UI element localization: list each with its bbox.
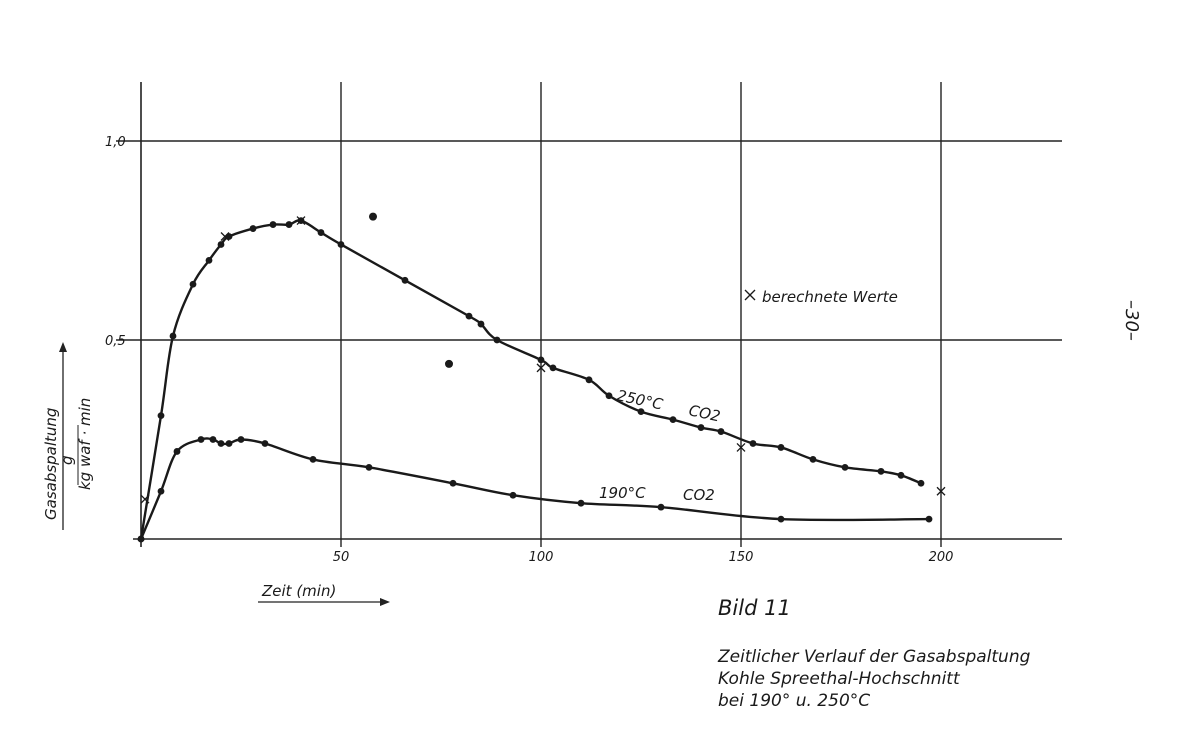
data-point [777, 444, 785, 451]
data-point-x [220, 232, 230, 241]
data-point [205, 257, 213, 264]
legend-text: berechnete Werte [762, 288, 898, 306]
data-point [309, 456, 317, 463]
data-point [249, 225, 257, 232]
data-point [269, 221, 277, 228]
series-gas-190: CO2 [683, 486, 715, 504]
series-curve [139, 437, 930, 540]
x-tick-label: 100 [529, 550, 554, 565]
x-axis-arrowhead [380, 598, 390, 606]
y-axis-unit-numerator: g [58, 455, 76, 465]
data-point [537, 356, 545, 364]
data-point [777, 515, 785, 523]
data-point [585, 376, 593, 384]
data-point [209, 436, 217, 443]
data-point [917, 479, 925, 487]
legend-x-marker [744, 289, 756, 301]
data-point [173, 448, 181, 455]
data-point [225, 440, 233, 447]
data-point [841, 463, 849, 471]
data-point [365, 463, 373, 471]
x-mark-stroke [220, 232, 230, 241]
x-mark-stroke [536, 363, 546, 373]
data-point-x [296, 216, 306, 226]
data-point [197, 436, 205, 443]
series-curve [139, 219, 922, 540]
caption-line: Kohle Spreethal-Hochschnitt [718, 669, 960, 689]
data-point [401, 276, 409, 284]
x-axis-label: Zeit (min) [261, 582, 336, 600]
y-axis-label: Gasabspaltung [42, 408, 60, 520]
data-point [637, 408, 645, 416]
x-tick-label: 200 [929, 550, 954, 565]
chart-marks [137, 212, 946, 543]
data-point [157, 487, 165, 495]
data-point [493, 336, 501, 344]
data-point [749, 440, 757, 447]
data-point [465, 312, 473, 320]
data-point [169, 332, 177, 340]
data-point [317, 229, 325, 236]
data-point [697, 424, 705, 431]
x-mark-stroke [936, 486, 946, 496]
series-gas-250: CO2 [687, 401, 722, 425]
data-point [217, 241, 225, 248]
data-point [217, 440, 225, 447]
data-point [369, 212, 377, 221]
figure-title: Bild 11 [718, 596, 791, 620]
chart-curves [139, 219, 930, 540]
x-mark-stroke [140, 494, 150, 504]
chart-labels: 250°C CO2 190°C CO2 berechnete Werte Zei… [42, 288, 898, 600]
data-point [189, 280, 197, 288]
data-point [237, 436, 245, 443]
data-point [337, 241, 345, 248]
data-point [925, 515, 933, 523]
data-point [445, 359, 453, 368]
data-point [577, 499, 585, 507]
data-point [449, 479, 457, 487]
chart-grid [116, 82, 1062, 547]
page-number: –30– [1121, 300, 1142, 341]
data-point [509, 491, 517, 499]
data-point [669, 416, 677, 423]
data-point [877, 467, 885, 475]
figure-caption: Zeitlicher Verlauf der Gasabspaltung Koh… [718, 646, 1030, 712]
chart-axes: 0,5 1,0 50 100 150 200 [59, 82, 1062, 606]
y-axis-label-group: Gasabspaltung g kg waf · min [42, 398, 94, 520]
x-tick-label: 50 [333, 550, 350, 565]
data-point [605, 392, 613, 400]
data-point-x [736, 443, 746, 452]
data-point [717, 428, 725, 435]
data-point-x [140, 494, 150, 504]
caption-line: Zeitlicher Verlauf der Gasabspaltung [718, 647, 1031, 667]
data-point [657, 503, 665, 511]
y-tick-label: 1,0 [105, 135, 126, 150]
y-axis-unit-denominator: kg waf · min [76, 398, 94, 490]
data-point [477, 320, 485, 328]
x-tick-label: 150 [729, 550, 754, 565]
data-point [137, 535, 145, 543]
x-mark-stroke [296, 216, 306, 226]
data-point [157, 412, 165, 420]
caption-line: bei 190° u. 250°C [718, 691, 871, 711]
data-point-x [936, 486, 946, 496]
series-label-190: 190°C [599, 484, 646, 502]
data-point [897, 471, 905, 479]
x-mark-stroke [736, 443, 746, 452]
y-axis-arrowhead [59, 342, 67, 352]
data-point-x [536, 363, 546, 373]
data-point [809, 456, 817, 463]
x-mark-stroke [744, 289, 756, 301]
y-tick-label: 0,5 [105, 334, 126, 349]
data-point [285, 221, 293, 228]
data-point [549, 364, 557, 372]
data-point [261, 440, 269, 447]
